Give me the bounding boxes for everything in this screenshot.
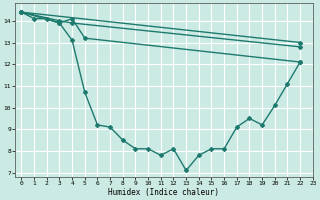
X-axis label: Humidex (Indice chaleur): Humidex (Indice chaleur)	[108, 188, 220, 197]
